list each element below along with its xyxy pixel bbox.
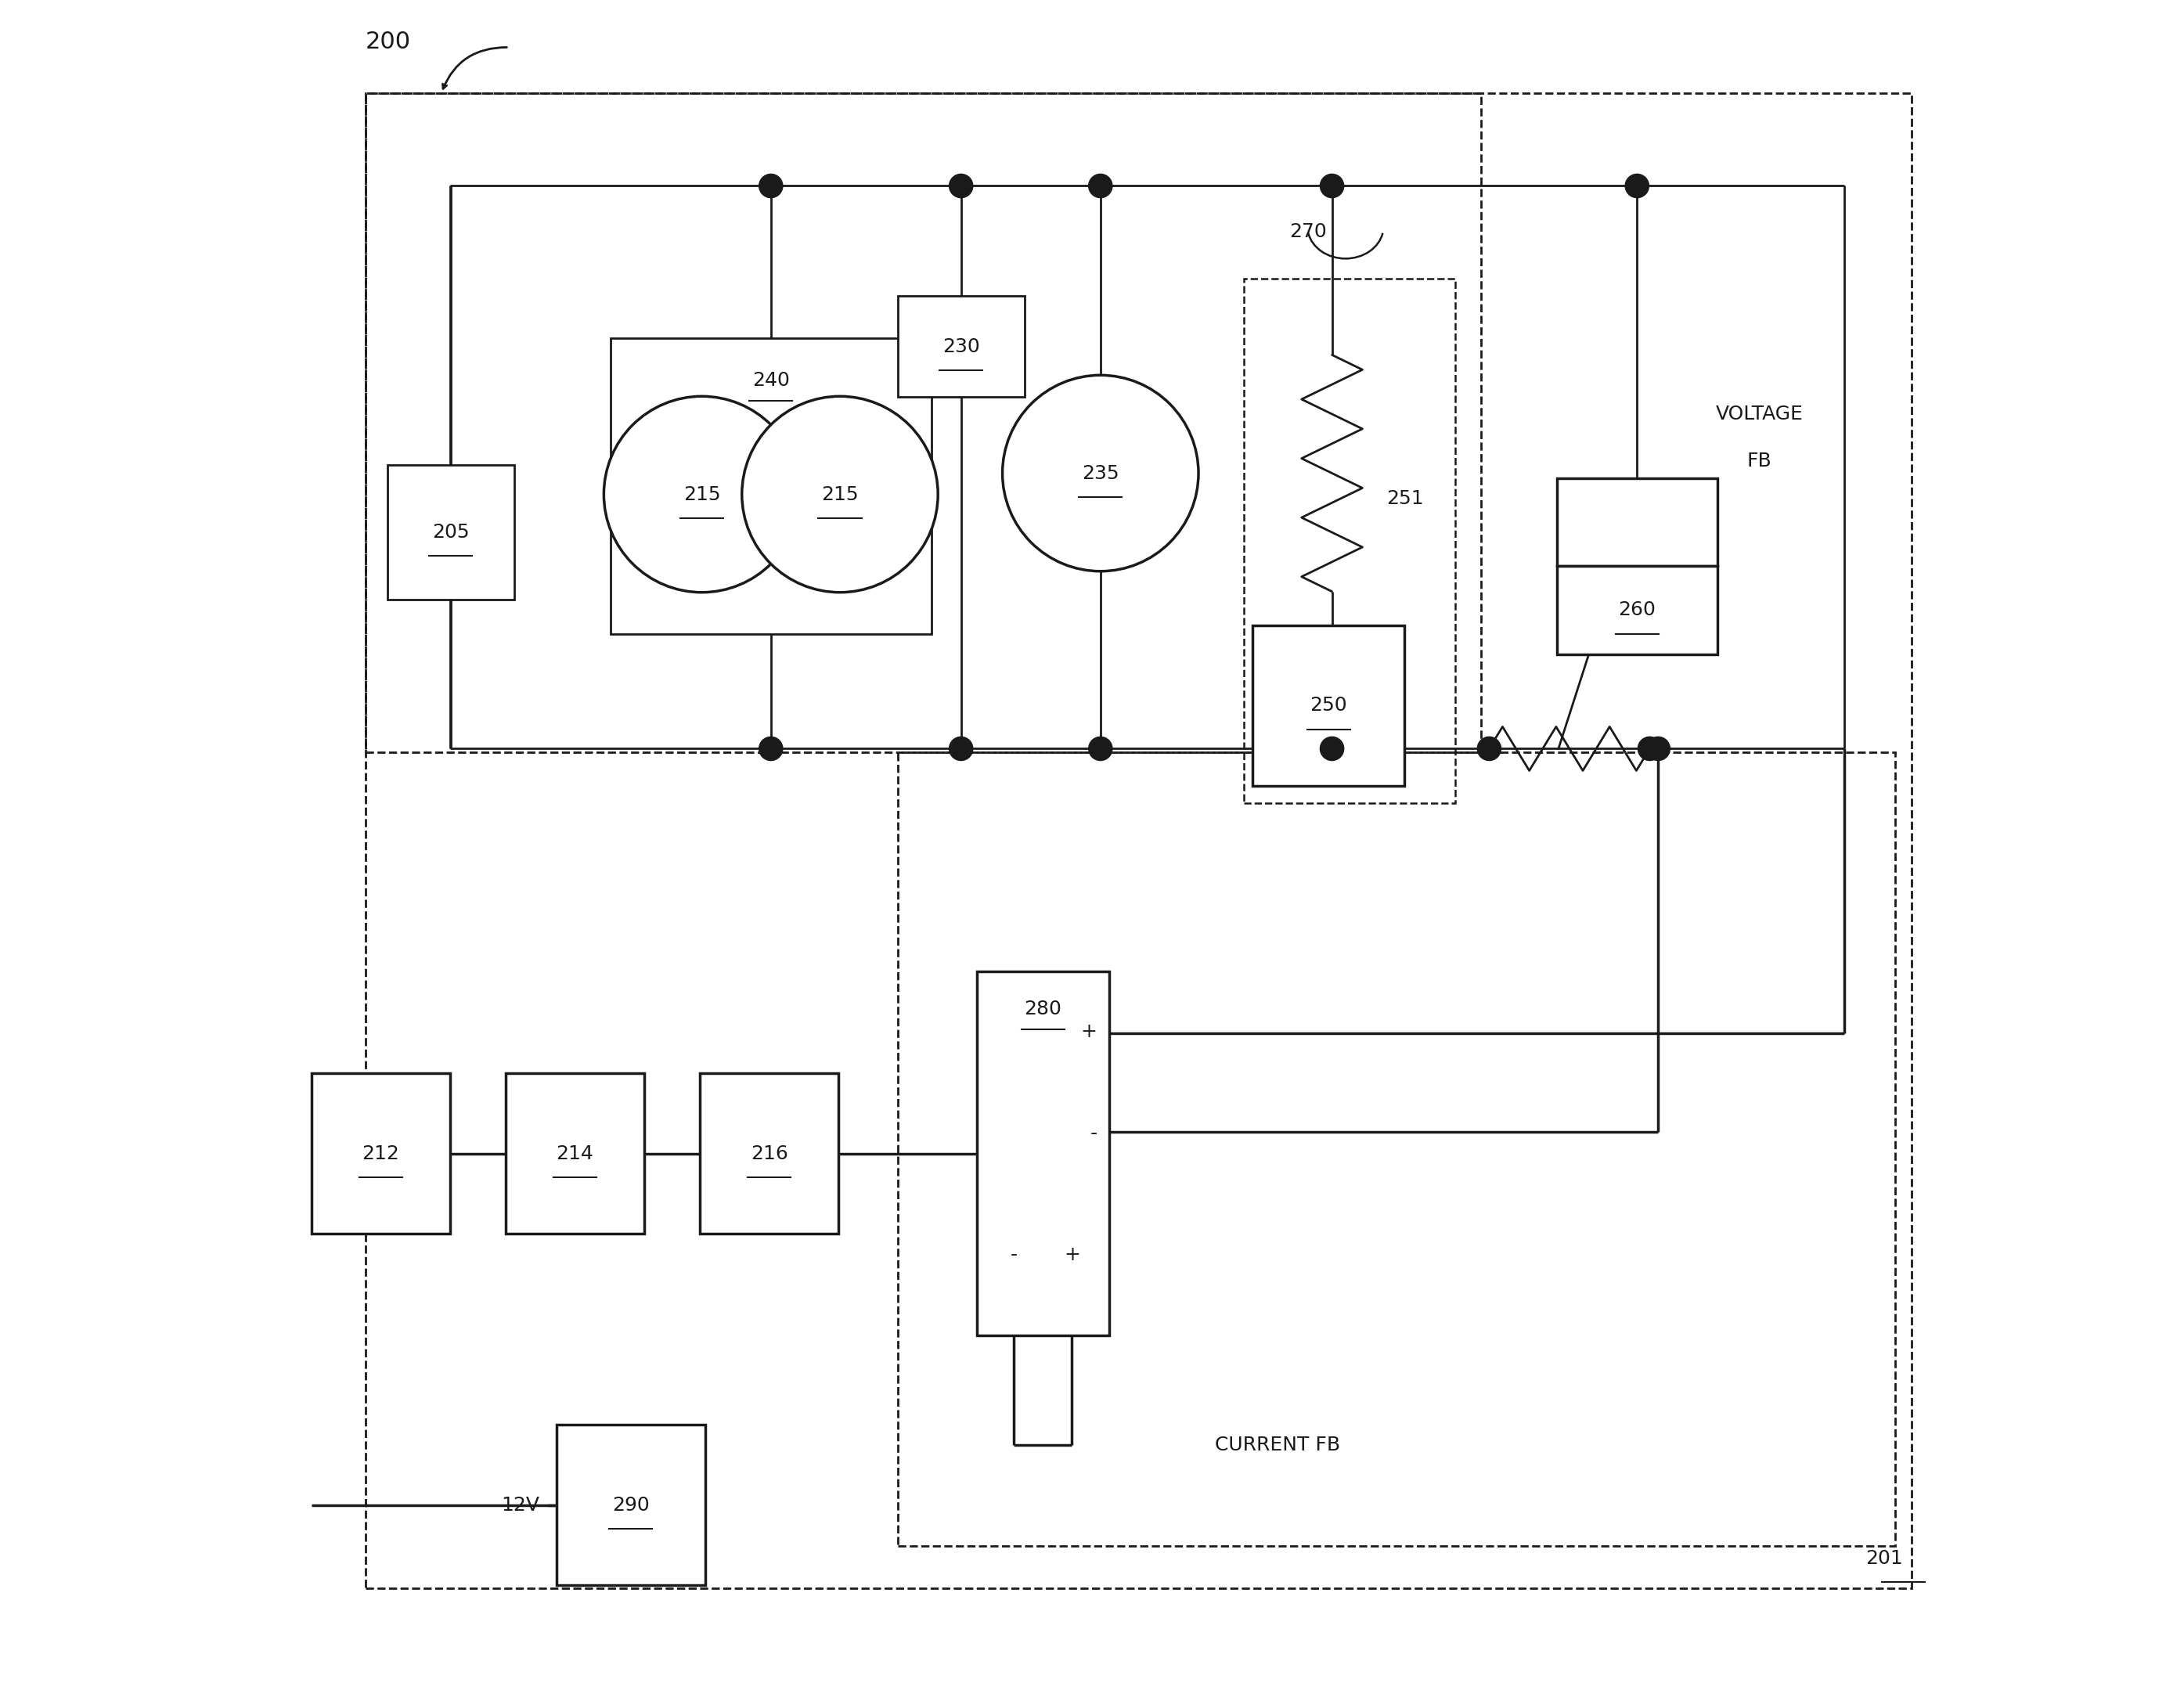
Text: 280: 280 [1024, 999, 1061, 1019]
Bar [310, 1073, 450, 1234]
Bar [505, 1073, 644, 1234]
Text: 214: 214 [557, 1144, 594, 1163]
Bar [365, 93, 1911, 1589]
Circle shape [950, 174, 972, 198]
Circle shape [1638, 737, 1662, 760]
Text: 215: 215 [684, 485, 721, 504]
Bar [1245, 279, 1455, 803]
Text: CURRENT FB: CURRENT FB [1214, 1435, 1341, 1455]
Text: 235: 235 [1081, 463, 1118, 483]
Circle shape [1088, 174, 1112, 198]
Text: 200: 200 [365, 30, 411, 54]
Circle shape [1088, 737, 1112, 760]
Text: -: - [1011, 1246, 1018, 1264]
Bar [609, 338, 930, 634]
Circle shape [1002, 375, 1199, 571]
Text: 12V: 12V [500, 1496, 539, 1514]
Bar [387, 465, 513, 600]
Text: VOLTAGE: VOLTAGE [1717, 404, 1804, 424]
Text: +: + [1064, 1246, 1081, 1264]
Circle shape [1476, 737, 1500, 760]
Circle shape [760, 174, 782, 198]
Bar [898, 296, 1024, 397]
Bar [1557, 566, 1717, 654]
Text: 201: 201 [1865, 1548, 1902, 1568]
Text: 230: 230 [941, 336, 981, 357]
Circle shape [1647, 737, 1671, 760]
Circle shape [760, 737, 782, 760]
Text: 260: 260 [1618, 600, 1655, 620]
Circle shape [1319, 737, 1343, 760]
Bar [898, 752, 1896, 1546]
Text: -: - [1090, 1124, 1096, 1142]
Text: 250: 250 [1310, 696, 1348, 715]
Circle shape [950, 737, 972, 760]
Text: 290: 290 [612, 1496, 649, 1514]
Text: 215: 215 [821, 485, 858, 504]
Bar [365, 93, 1481, 752]
Circle shape [743, 397, 937, 591]
Text: 216: 216 [751, 1144, 788, 1163]
Circle shape [603, 397, 799, 591]
Text: 205: 205 [432, 522, 470, 542]
Circle shape [1625, 174, 1649, 198]
Bar [976, 972, 1109, 1335]
Bar [1557, 478, 1717, 566]
Bar [1254, 625, 1404, 786]
Text: +: + [1081, 1022, 1096, 1041]
Text: 270: 270 [1291, 221, 1328, 242]
Text: 212: 212 [363, 1144, 400, 1163]
Bar [557, 1425, 705, 1585]
Bar [699, 1073, 839, 1234]
Text: 240: 240 [751, 370, 791, 390]
Text: 251: 251 [1387, 488, 1424, 509]
Text: FB: FB [1747, 451, 1771, 472]
Circle shape [1319, 174, 1343, 198]
